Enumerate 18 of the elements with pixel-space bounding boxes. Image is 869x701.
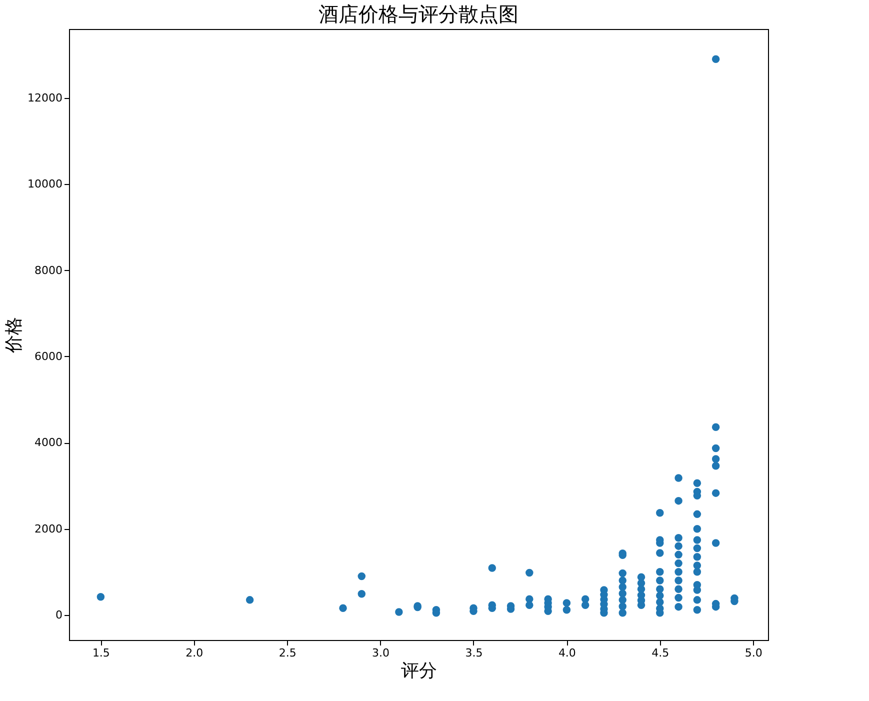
x-tick-label: 3.5 <box>465 646 483 660</box>
y-tick-label: 10000 <box>28 178 62 191</box>
y-tick-label: 12000 <box>28 91 62 104</box>
y-tick-label: 0 <box>56 608 62 622</box>
x-tick-label: 2.0 <box>186 646 204 660</box>
y-tick-label: 2000 <box>34 522 62 536</box>
y-tick-label: 4000 <box>34 436 62 450</box>
y-tick-label: 6000 <box>34 350 62 363</box>
x-axis-title: 评分 <box>401 660 437 682</box>
x-tick-label: 2.5 <box>278 646 296 660</box>
x-tick-label: 4.5 <box>652 646 670 660</box>
x-tick-label: 4.0 <box>558 646 576 660</box>
x-tick-label: 3.0 <box>372 646 390 660</box>
x-tick-label: 1.5 <box>92 646 110 660</box>
chart-title: 酒店价格与评分散点图 <box>318 2 518 26</box>
y-axis-title: 价格 <box>4 317 25 354</box>
x-tick-label: 5.0 <box>744 646 762 660</box>
y-tick-label: 8000 <box>34 264 62 277</box>
